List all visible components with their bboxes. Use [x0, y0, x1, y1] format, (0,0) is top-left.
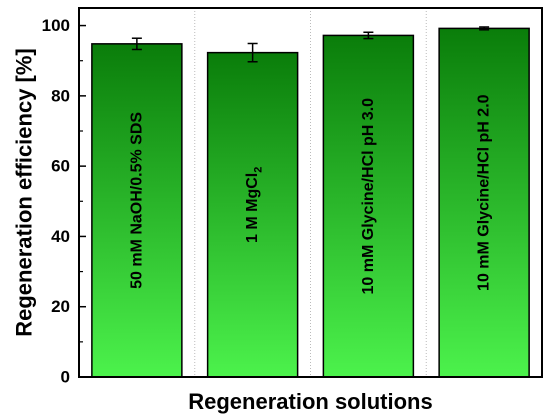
y-tick-label: 20: [51, 297, 70, 316]
bar: [206, 51, 299, 378]
bar-label: 50 mM NaOH/0.5% SDS: [128, 112, 145, 289]
y-tick-label: 0: [61, 368, 70, 387]
y-tick-label: 40: [51, 227, 70, 246]
bar-labels: 50 mM NaOH/0.5% SDS 1 M MgCl2 10 mM Glycin…: [128, 94, 492, 294]
bar: [91, 43, 183, 378]
bar-label: 1 M MgCl2: [244, 167, 265, 243]
error-bar: [479, 26, 490, 31]
error-bar: [247, 42, 258, 63]
bar-label: 10 mM Glycine/HCl pH 3.0: [360, 98, 377, 295]
bar-label: 10 mM Glycine/HCl pH 2.0: [476, 94, 493, 291]
y-tick-label: 80: [51, 86, 70, 105]
y-tick-label: 100: [42, 16, 70, 35]
y-axis-ticks: 0 20 40 60 80 100: [42, 16, 86, 387]
error-bar: [131, 37, 142, 51]
error-bars: [131, 26, 490, 63]
plot-frame: [78, 7, 543, 378]
y-axis-title: Regeneration efficiency [%]: [12, 48, 37, 337]
error-bar: [363, 31, 374, 40]
bar: [438, 27, 530, 378]
y-tick-label: 60: [51, 157, 70, 176]
x-axis-title: Regeneration solutions: [188, 389, 432, 414]
